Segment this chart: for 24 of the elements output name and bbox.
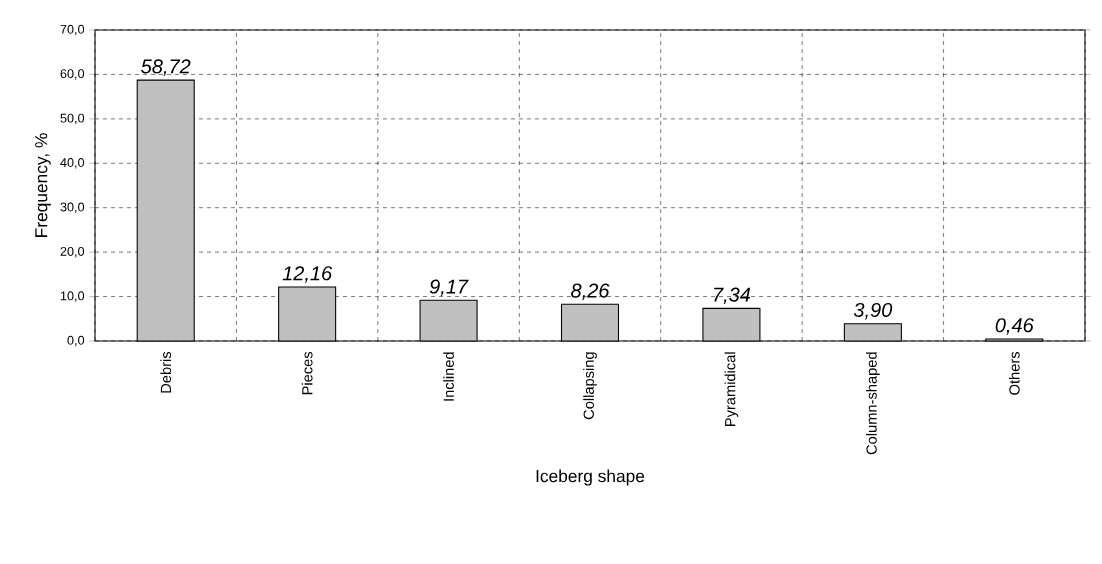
data-label: 3,90 [853, 302, 893, 320]
x-axis-title: Iceberg shape [536, 469, 645, 486]
data-label: 7,34 [714, 287, 751, 305]
data-label: 0,46 [995, 318, 1034, 335]
y-tick-label: 70,0 [60, 24, 85, 36]
data-label: 8,26 [571, 283, 610, 301]
data-label: 9,17 [429, 279, 469, 296]
y-axis-title: Frequency, % [35, 133, 51, 237]
y-tick-label: 20,0 [60, 246, 85, 258]
x-tick-label: Others [1008, 351, 1020, 395]
data-label: 58,72 [141, 59, 191, 76]
x-tick-label: Pieces [301, 351, 313, 395]
data-label: 12,16 [282, 266, 333, 283]
x-tick-label: Debris [160, 351, 172, 393]
y-tick-label: 0,0 [67, 335, 85, 347]
y-tick-label: 50,0 [60, 113, 85, 125]
x-tick-label: Collapsing [583, 352, 597, 420]
x-tick-label: Inclined [443, 352, 454, 401]
y-tick-label: 40,0 [60, 158, 85, 169]
x-tick-label: Column-shaped [866, 352, 880, 455]
y-tick-label: 30,0 [60, 202, 85, 213]
y-tick-label: 10,0 [60, 291, 85, 302]
y-tick-label: 60,0 [60, 69, 85, 80]
x-tick-label: Pyramidical [724, 352, 739, 426]
